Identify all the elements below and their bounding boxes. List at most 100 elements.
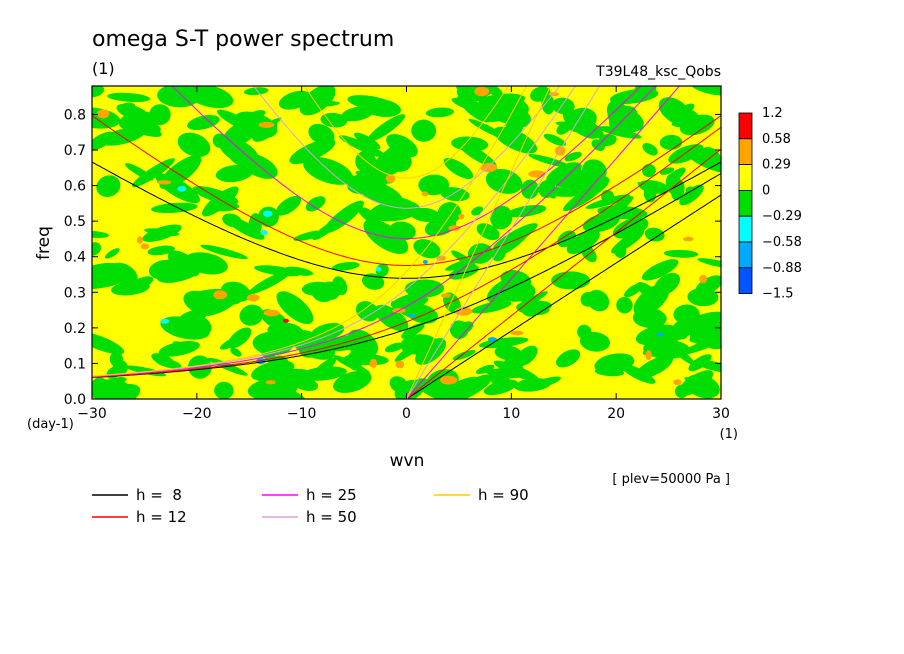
contour-patch-negative — [305, 196, 326, 212]
contour-patch-negative — [413, 239, 441, 259]
contour-patch-positive — [440, 375, 458, 385]
contour-patch-negative — [207, 201, 240, 212]
contour-patch-negative — [147, 245, 175, 256]
contour-patch-negative — [401, 298, 426, 319]
y-axis-label: freq — [34, 226, 54, 260]
legend: h = 8 h = 12 h = 25 h = 50 h = 90 — [92, 486, 529, 526]
contour-patch-negative — [292, 377, 319, 391]
dispersion-curves — [92, 86, 721, 399]
contour-patch-negative — [361, 273, 385, 290]
dispersion-curve-h50-branch1 — [406, 86, 601, 399]
legend-label: h = 50 — [306, 508, 357, 526]
contour-patch-strong-negative — [263, 210, 273, 217]
contour-patch-negative — [120, 102, 136, 111]
legend-label: h = 90 — [478, 486, 529, 504]
y-tick-label: 0.2 — [64, 321, 86, 337]
contour-patch-strong-negative — [375, 266, 382, 272]
contour-patch-negative — [410, 207, 441, 222]
dispersion-curve-h90-branch1 — [406, 86, 551, 399]
contour-patch-negative — [671, 179, 685, 201]
contour-patch-negative — [577, 324, 592, 340]
contour-patch-negative — [384, 342, 404, 353]
contour-patch-negative — [614, 244, 627, 258]
contour-patch-positive — [510, 330, 524, 336]
contour-patch-negative — [230, 347, 242, 357]
contour-patch-negative — [92, 86, 105, 98]
legend-label: h = 8 — [136, 486, 182, 504]
dispersion-curve-h50-branch2 — [252, 86, 561, 209]
chart-title: omega S-T power spectrum — [92, 27, 394, 52]
x-unit-label: (1) — [720, 427, 738, 442]
dispersion-curve-h12-branch0 — [92, 126, 721, 378]
contour-patch-negative — [299, 86, 336, 116]
contour-patch-negative — [333, 355, 371, 375]
contour-patch-negative — [688, 354, 712, 372]
contour-patch-negative — [695, 275, 721, 296]
contour-patch-positive — [699, 274, 707, 284]
contour-patch-negative — [275, 195, 302, 216]
colorbar-label: −0.29 — [762, 209, 802, 224]
contour-patch-negative — [515, 345, 538, 367]
contour-patch-negative — [685, 311, 721, 328]
contour-patch-negative — [489, 368, 510, 387]
contour-patch-negative — [158, 341, 200, 357]
contour-patch-negative — [658, 97, 691, 124]
contour-patch-negative — [187, 114, 220, 131]
x-tick-label: 20 — [607, 406, 625, 422]
contour-patch-positive — [645, 350, 652, 361]
contour-patch-negative — [104, 248, 120, 259]
contour-patch-negative — [492, 223, 538, 252]
dispersion-curve-h90-branch2 — [304, 86, 509, 179]
contour-patch-strong-negative — [422, 259, 428, 264]
contour-patch-negative — [485, 168, 523, 194]
contour-patch-negative — [144, 228, 180, 237]
contour-patch-negative — [303, 156, 353, 185]
contour-patch-negative — [677, 103, 695, 116]
x-tick-label: −30 — [77, 406, 107, 422]
contour-patch-negative — [673, 321, 689, 340]
contour-patch-negative — [494, 345, 523, 361]
x-tick-label: 0 — [402, 406, 411, 422]
contour-patch-negative — [151, 202, 198, 214]
contour-patch-negative — [580, 292, 596, 307]
dispersion-curve-h90-branch0 — [92, 86, 528, 377]
colorbar-swatch — [738, 138, 753, 166]
colorbar-swatch — [738, 241, 753, 269]
colorbar-label: −0.58 — [762, 235, 802, 250]
dispersion-curve-h8-branch0 — [92, 173, 721, 378]
y-tick-label: 0.0 — [64, 392, 86, 408]
contour-patch-negative — [506, 205, 547, 218]
contour-patch-positive — [448, 225, 461, 231]
dispersion-curve-h25-branch0 — [92, 86, 657, 378]
contour-patch-negative — [418, 174, 450, 196]
colorbar-label: 0.58 — [762, 132, 791, 147]
contour-patch-negative — [118, 111, 155, 131]
contour-patch-negative — [644, 227, 665, 242]
contour-patch-negative — [451, 97, 499, 116]
contour-patch-negative — [585, 194, 631, 209]
contour-patch-positive — [369, 358, 378, 368]
contour-patch-negative — [528, 154, 571, 168]
colorbar-swatch — [738, 112, 753, 140]
contour-patch-negative — [248, 269, 293, 295]
contour-patch-negative — [221, 281, 251, 302]
contour-patch-negative — [214, 381, 234, 399]
contour-patch-negative — [415, 337, 447, 365]
contour-patch-positive — [263, 309, 280, 317]
contour-patch-negative — [606, 100, 628, 123]
contour-patch-negative — [557, 230, 576, 248]
contour-patch-positive — [265, 380, 276, 385]
contour-patch-negative — [663, 338, 696, 366]
contour-patch-positive — [436, 255, 446, 261]
contour-patch-negative — [375, 152, 403, 176]
contour-patch-negative — [221, 118, 261, 148]
contour-patch-negative — [310, 357, 337, 380]
dispersion-curve-h8-branch2 — [92, 161, 721, 279]
contour-patch-negative — [389, 197, 417, 214]
contour-patch-negative — [556, 349, 581, 368]
contour-patch-negative — [289, 138, 336, 165]
y-unit-label: (day-1) — [27, 417, 74, 432]
y-tick-label: 0.1 — [64, 356, 86, 372]
contour-patch-negative — [263, 382, 307, 399]
